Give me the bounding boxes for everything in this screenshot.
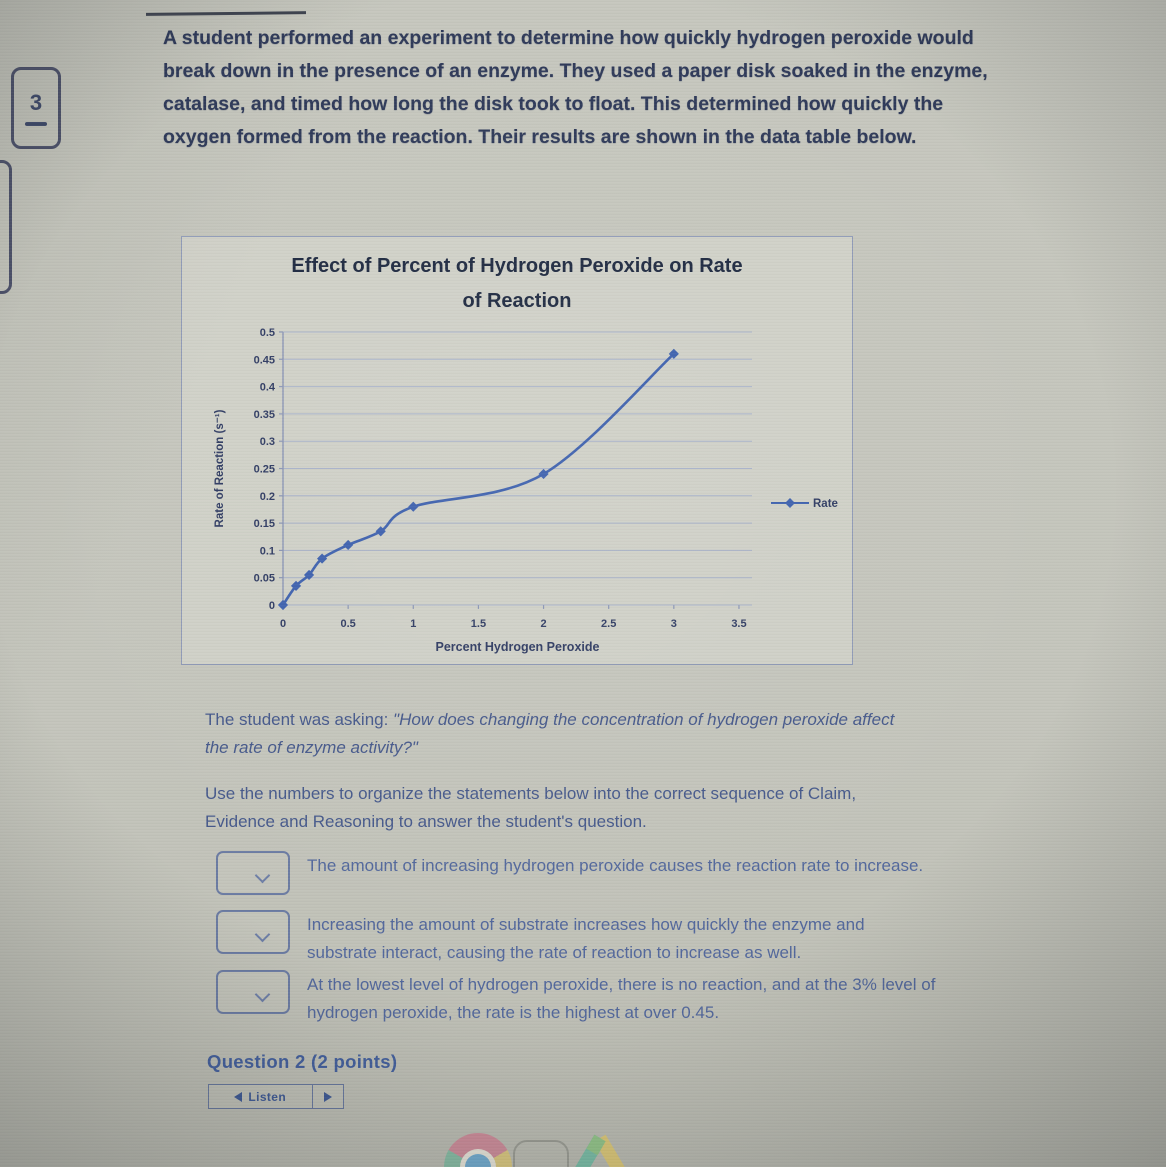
y-tick-label: 0.15 [254,518,275,530]
data-point-marker [375,526,386,537]
y-tick-label: 0 [269,600,275,612]
data-point-marker [668,348,679,359]
y-tick-label: 0.3 [260,436,275,448]
listen-button-main[interactable]: Listen [209,1090,312,1104]
listen-play-button[interactable] [313,1091,343,1102]
x-tick-label: 2.5 [601,618,616,630]
chart-title-line2: of Reaction [462,290,572,312]
statement-text: At the lowest level of hydrogen peroxide… [307,975,936,1022]
statement-list: The amount of increasing hydrogen peroxi… [216,851,956,1030]
data-point-marker [343,539,354,551]
question-nav-badge-partial[interactable] [0,160,12,294]
question-number: 3 [29,90,43,115]
chevron-down-icon [254,926,270,943]
chrome-icon[interactable] [444,1133,512,1167]
chart-title-line1: Effect of Percent of Hydrogen Peroxide o… [291,255,743,277]
speaker-icon [234,1091,243,1102]
listen-button-divider [311,1085,313,1108]
rate-series-line [281,352,675,606]
listen-button[interactable]: Listen [208,1084,344,1109]
statement-row: The amount of increasing hydrogen peroxi… [216,851,956,907]
question-quote: "How does changing the concentration of … [205,710,895,757]
data-point-marker [303,569,315,581]
y-tick-label: 0.35 [254,409,275,421]
y-axis-title: Rate of Reaction (s⁻¹) [214,409,226,527]
x-tick-label: 2 [540,618,546,630]
question-nav-badge[interactable]: 3 [11,67,61,149]
y-tick-label: 0.4 [260,382,276,394]
y-tick-label: 0.05 [254,573,275,585]
chevron-down-icon [254,986,270,1003]
drive-icon-apex [586,1134,606,1156]
x-tick-label: 3.5 [731,618,746,630]
statement-row: At the lowest level of hydrogen peroxide… [216,970,956,1027]
chart-title: Effect of Percent of Hydrogen Peroxide o… [182,249,852,319]
y-tick-label: 0.1 [260,545,275,557]
x-tick-label: 0 [280,618,286,630]
y-tick-label: 0.2 [260,491,275,503]
statement-text: Increasing the amount of substrate incre… [307,915,865,962]
intro-paragraph: A student performed an experiment to det… [163,27,988,148]
chevron-down-icon [254,867,270,884]
question-prefix: The student was asking: [205,710,394,729]
x-tick-label: 1.5 [471,618,486,630]
rate-line-chart: 0 0.05 0.1 0.15 0.2 0.25 0.3 0.35 0.4 0.45 0.5 0 0.5… [214,327,838,654]
y-tick-label: 0.25 [254,464,275,476]
listen-label: Listen [248,1089,287,1104]
minus-icon [25,122,47,126]
sequence-instructions: Use the numbers to organize the statemen… [205,784,857,831]
x-axis-title: Percent Hydrogen Peroxide [436,640,600,654]
question2-heading: Question 2 (2 points) [207,1051,398,1072]
x-tick-label: 1 [410,618,416,630]
faint-app-icon[interactable] [513,1140,569,1167]
data-point-marker [408,501,419,512]
sequence-dropdown-3[interactable] [216,970,290,1014]
sequence-dropdown-1[interactable] [216,851,290,895]
drive-icon[interactable] [556,1130,644,1167]
drive-icon-right-edge [594,1134,625,1167]
y-tick-label: 0.5 [260,327,275,339]
chart-panel: Effect of Percent of Hydrogen Peroxide o… [181,236,853,665]
y-tick-label: 0.45 [254,354,275,366]
play-icon [324,1091,332,1102]
legend-marker [785,498,795,508]
sequence-dropdown-2[interactable] [216,910,290,954]
statement-row: Increasing the amount of substrate incre… [216,910,956,967]
top-divider-line [145,11,307,16]
x-tick-label: 3 [671,618,677,630]
legend-label: Rate [813,498,838,510]
student-question-text: The student was asking: "How does changi… [205,706,905,762]
x-tick-label: 0.5 [340,618,355,630]
statement-text: The amount of increasing hydrogen peroxi… [307,856,924,875]
